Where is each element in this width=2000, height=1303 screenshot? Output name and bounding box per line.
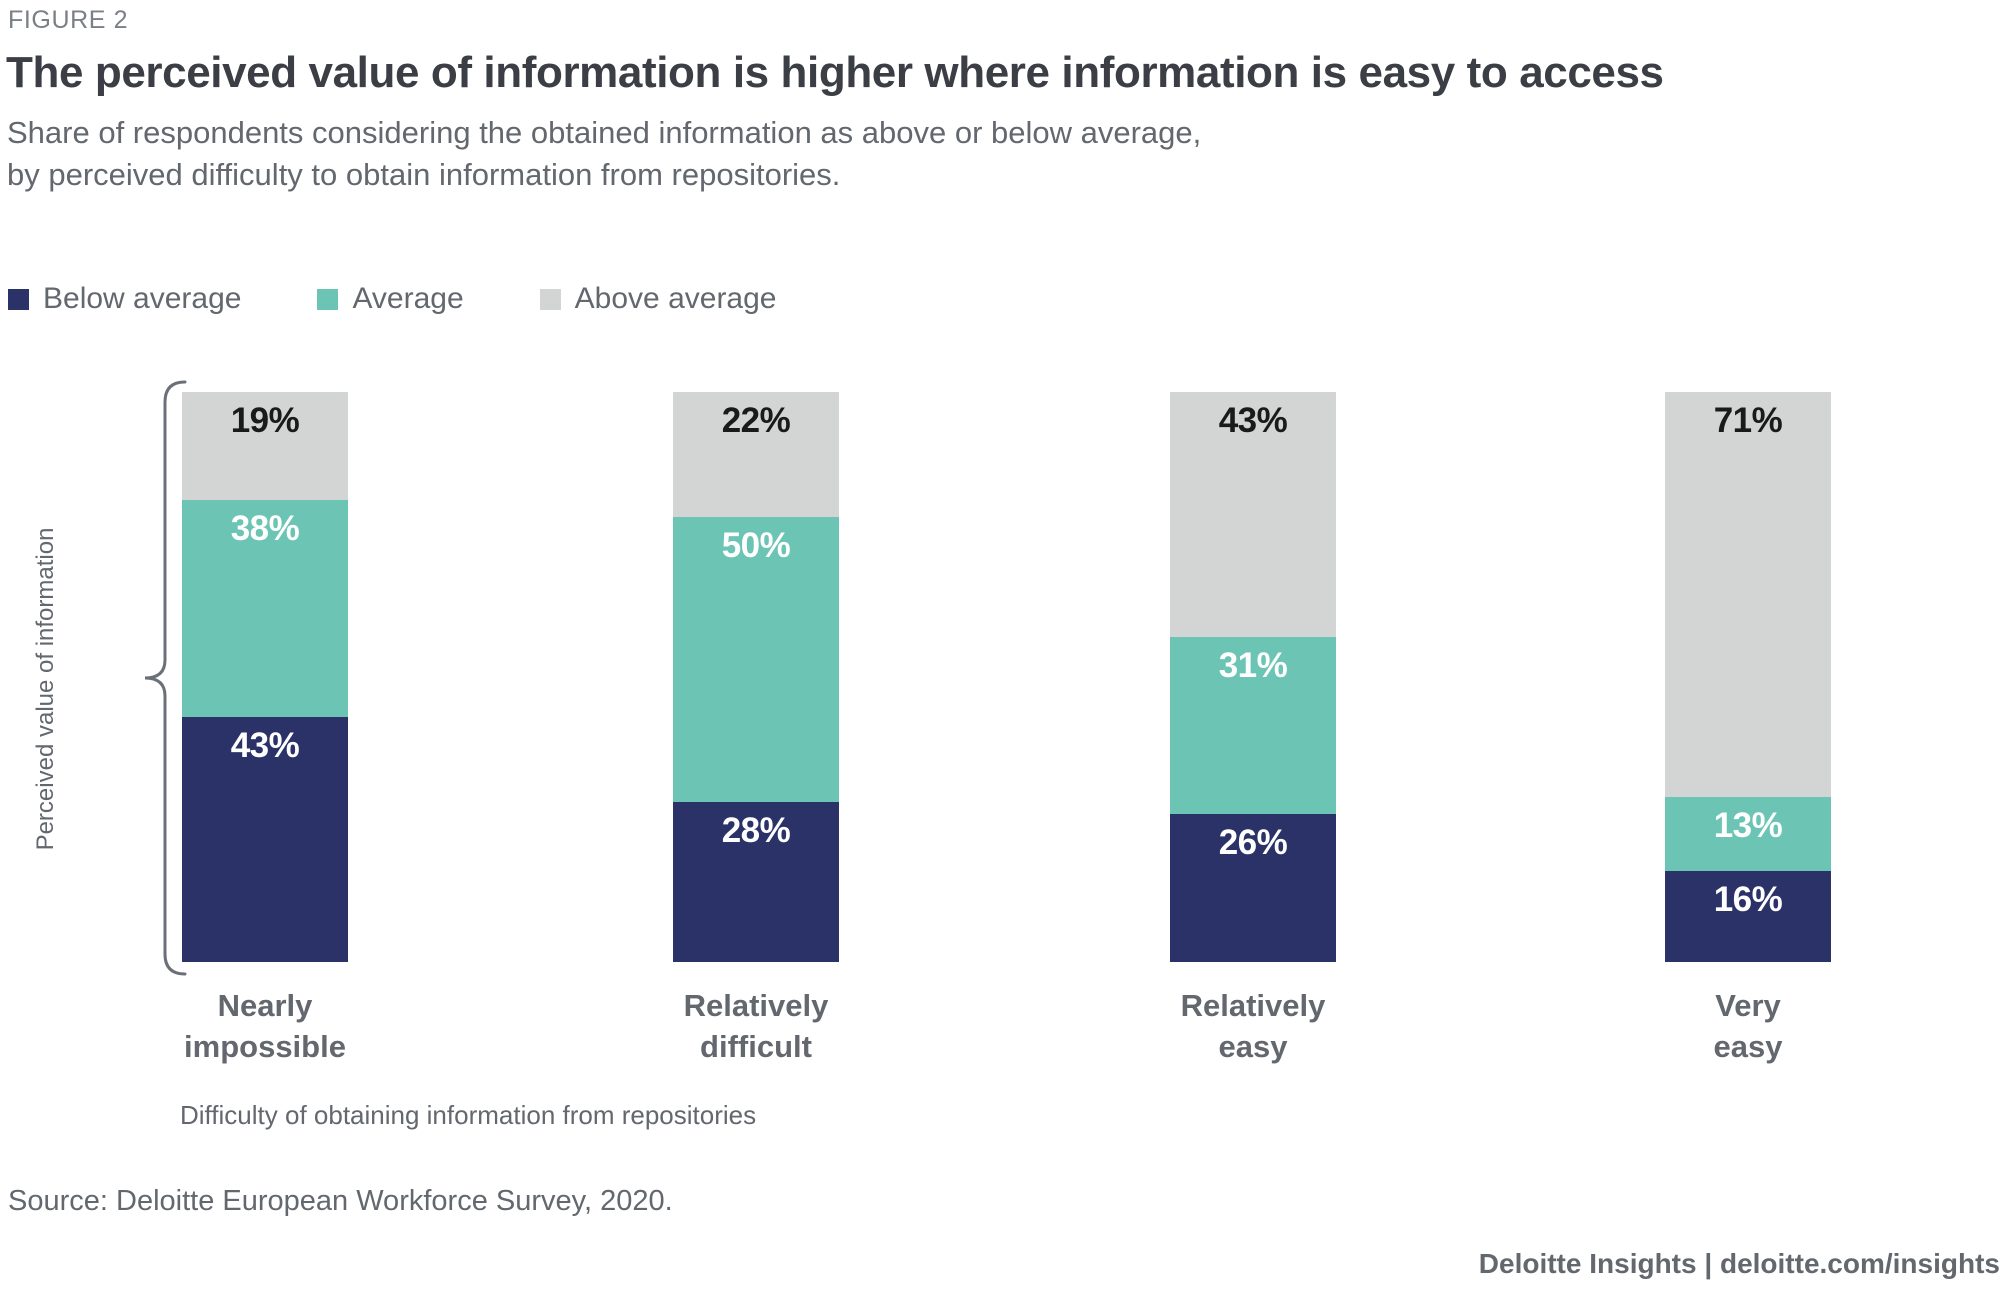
legend-item-label: Average	[352, 282, 464, 315]
legend-item-label: Below average	[43, 282, 242, 315]
bar-segment-average[interactable]: 50%	[673, 517, 839, 803]
chart-subtitle: Share of respondents considering the obt…	[7, 112, 1201, 196]
bar-segment-below-average[interactable]: 28%	[673, 802, 839, 962]
bar-column-relatively-difficult[interactable]: 22% 50% 28%	[673, 392, 839, 962]
bar-segment-average[interactable]: 13%	[1665, 796, 1831, 871]
category-label-line-2: impossible	[184, 1029, 346, 1064]
bar-column-very-easy[interactable]: 71% 13% 16%	[1665, 392, 1831, 962]
bar-segment-value: 28%	[721, 811, 791, 851]
bar-segment-value: 31%	[1218, 646, 1288, 686]
bar-segment-above-average[interactable]: 71%	[1665, 392, 1831, 797]
bar-segment-value: 22%	[721, 401, 791, 440]
bar-segment-above-average[interactable]: 19%	[182, 392, 348, 501]
bar-column-relatively-easy[interactable]: 43% 31% 26%	[1170, 392, 1336, 962]
source-note: Source: Deloitte European Workforce Surv…	[8, 1185, 673, 1217]
y-axis-title: Perceived value of information	[32, 527, 59, 851]
bar-segment-above-average[interactable]: 22%	[673, 392, 839, 518]
bar-column-nearly-impossible[interactable]: 19% 38% 43%	[182, 392, 348, 962]
figure-label: FIGURE 2	[8, 6, 129, 34]
chart-subtitle-line-1: Share of respondents considering the obt…	[7, 115, 1202, 150]
legend-item-average[interactable]: Average	[317, 282, 464, 316]
square-swatch-icon	[539, 288, 561, 310]
bar-segment-average[interactable]: 31%	[1170, 637, 1336, 814]
category-label-line-1: Relatively	[683, 988, 829, 1023]
square-swatch-icon	[317, 288, 339, 310]
bar-segment-value: 71%	[1713, 401, 1783, 440]
bar-stack: 19% 38% 43%	[182, 392, 348, 962]
bar-segment-below-average[interactable]: 16%	[1665, 870, 1831, 962]
bar-segment-below-average[interactable]: 43%	[182, 716, 348, 962]
category-label-line-1: Very	[1715, 988, 1781, 1023]
category-label-line-1: Relatively	[1180, 988, 1326, 1023]
bar-segment-value: 38%	[230, 509, 300, 549]
bar-segment-value: 43%	[230, 725, 300, 765]
x-axis-category-label-2: Relatively difficult	[606, 985, 906, 1067]
category-label-line-2: difficult	[700, 1029, 812, 1064]
legend-item-above-average[interactable]: Above average	[539, 282, 777, 316]
x-axis-category-label-3: Relatively easy	[1103, 985, 1403, 1067]
bar-segment-value: 50%	[721, 526, 791, 566]
bar-segment-below-average[interactable]: 26%	[1170, 813, 1336, 962]
bar-stack: 43% 31% 26%	[1170, 392, 1336, 962]
bar-segment-value: 16%	[1713, 879, 1783, 919]
bar-segment-above-average[interactable]: 43%	[1170, 392, 1336, 638]
x-axis-title: Difficulty of obtaining information from…	[180, 1100, 757, 1130]
bar-segment-average[interactable]: 38%	[182, 500, 348, 717]
legend-item-label: Above average	[574, 282, 777, 315]
x-axis-category-label-1: Nearly impossible	[115, 985, 415, 1067]
bar-segment-value: 13%	[1713, 805, 1783, 845]
page-title: The perceived value of information is hi…	[6, 48, 1664, 97]
bar-stack: 22% 50% 28%	[673, 392, 839, 962]
bar-segment-value: 43%	[1218, 401, 1288, 440]
x-axis-category-label-4: Very easy	[1598, 985, 1898, 1067]
bar-segment-value: 19%	[230, 401, 300, 440]
attribution-text: Deloitte Insights | deloitte.com/insight…	[1478, 1248, 2000, 1279]
category-label-line-1: Nearly	[217, 988, 313, 1023]
bar-segment-value: 26%	[1218, 822, 1288, 862]
bar-stack: 71% 13% 16%	[1665, 392, 1831, 962]
chart-subtitle-line-2: by perceived difficulty to obtain inform…	[7, 157, 841, 192]
category-label-line-2: easy	[1713, 1029, 1783, 1064]
category-label-line-2: easy	[1218, 1029, 1288, 1064]
y-axis-brace-icon	[144, 380, 187, 976]
legend-item-below-average[interactable]: Below average	[8, 282, 241, 316]
square-swatch-icon	[8, 288, 29, 310]
chart-legend: Below average Average Above average	[8, 282, 852, 316]
